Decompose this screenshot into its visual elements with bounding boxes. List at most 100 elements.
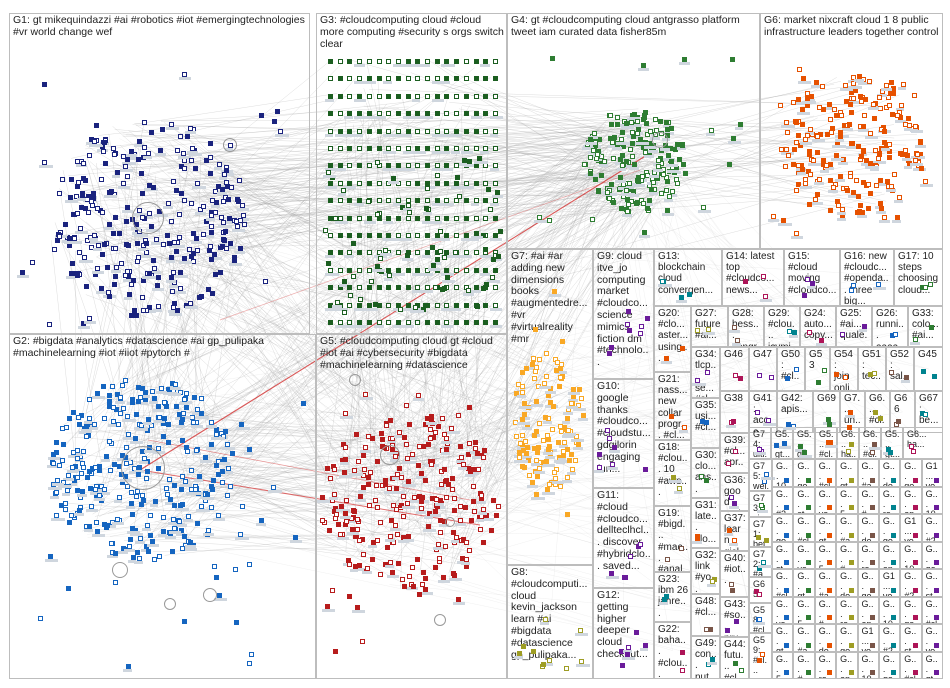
graph-node[interactable] <box>676 157 682 163</box>
graph-node[interactable] <box>51 461 57 467</box>
graph-node[interactable] <box>451 570 457 576</box>
graph-node[interactable] <box>162 400 168 406</box>
graph-node[interactable] <box>520 644 526 650</box>
graph-node[interactable] <box>876 94 882 100</box>
graph-node[interactable] <box>434 180 440 186</box>
graph-node[interactable] <box>380 436 386 442</box>
graph-node[interactable] <box>385 545 391 551</box>
graph-node[interactable] <box>805 505 811 510</box>
graph-node[interactable] <box>615 122 621 128</box>
graph-node[interactable] <box>473 128 479 134</box>
graph-node[interactable] <box>451 529 457 535</box>
graph-node[interactable] <box>366 163 372 169</box>
graph-node[interactable] <box>441 431 447 437</box>
graph-node[interactable] <box>69 176 75 182</box>
graph-node[interactable] <box>827 117 833 123</box>
graph-node[interactable] <box>519 383 525 389</box>
graph-node[interactable] <box>217 270 223 276</box>
graph-node[interactable] <box>422 575 428 581</box>
graph-node[interactable] <box>174 308 180 314</box>
graph-node[interactable] <box>173 248 179 254</box>
graph-node[interactable] <box>827 477 833 483</box>
graph-node[interactable] <box>846 424 852 430</box>
graph-node[interactable] <box>853 178 859 184</box>
graph-node[interactable] <box>559 338 565 344</box>
graph-node[interactable] <box>93 122 99 128</box>
graph-node[interactable] <box>64 425 70 431</box>
graph-node[interactable] <box>463 267 469 273</box>
graph-node[interactable] <box>415 128 421 134</box>
graph-node[interactable] <box>475 304 480 310</box>
graph-node[interactable] <box>874 182 880 188</box>
graph-node[interactable] <box>59 176 65 182</box>
graph-node[interactable] <box>537 357 543 363</box>
graph-node[interactable] <box>425 442 431 448</box>
graph-node[interactable] <box>95 205 101 211</box>
graph-node[interactable] <box>699 474 705 480</box>
graph-node[interactable] <box>626 327 632 333</box>
graph-node[interactable] <box>337 531 343 537</box>
graph-node[interactable] <box>420 443 426 449</box>
graph-node[interactable] <box>374 483 380 488</box>
graph-node[interactable] <box>833 113 839 119</box>
graph-node[interactable] <box>123 241 129 247</box>
graph-node[interactable] <box>386 285 392 291</box>
graph-node[interactable] <box>376 59 382 64</box>
graph-node[interactable] <box>579 395 585 401</box>
graph-node[interactable] <box>83 284 89 290</box>
graph-node[interactable] <box>668 414 674 420</box>
graph-node[interactable] <box>473 320 479 325</box>
graph-node[interactable] <box>411 584 417 590</box>
graph-node[interactable] <box>541 661 547 667</box>
graph-node[interactable] <box>178 487 184 493</box>
graph-node[interactable] <box>224 493 230 499</box>
graph-node[interactable] <box>886 141 892 147</box>
graph-node[interactable] <box>473 76 479 82</box>
graph-node[interactable] <box>527 472 533 478</box>
graph-node[interactable] <box>870 450 876 456</box>
graph-node[interactable] <box>869 587 875 593</box>
graph-node[interactable] <box>704 627 710 633</box>
graph-node[interactable] <box>182 619 188 625</box>
graph-node[interactable] <box>519 432 525 438</box>
graph-node[interactable] <box>164 492 170 498</box>
graph-node[interactable] <box>214 462 220 468</box>
graph-node[interactable] <box>934 505 939 510</box>
graph-node[interactable] <box>433 284 439 290</box>
graph-node[interactable] <box>805 532 811 538</box>
graph-node[interactable] <box>400 577 406 583</box>
graph-node[interactable] <box>934 560 939 565</box>
graph-node[interactable] <box>493 93 498 99</box>
graph-node[interactable] <box>386 302 392 308</box>
graph-node[interactable] <box>483 247 489 253</box>
graph-node[interactable] <box>376 146 382 151</box>
graph-node[interactable] <box>551 469 557 475</box>
graph-node[interactable] <box>434 302 440 308</box>
graph-node[interactable] <box>495 503 501 509</box>
graph-node[interactable] <box>208 504 214 510</box>
graph-node[interactable] <box>415 163 421 169</box>
graph-node[interactable] <box>478 493 484 499</box>
graph-node[interactable] <box>400 514 406 520</box>
graph-node[interactable] <box>496 254 502 260</box>
graph-node[interactable] <box>928 282 934 288</box>
graph-node[interactable] <box>66 415 72 421</box>
graph-node[interactable] <box>57 233 63 239</box>
graph-node[interactable] <box>226 197 232 203</box>
graph-node[interactable] <box>660 279 666 285</box>
graph-node[interactable] <box>860 148 866 154</box>
graph-node[interactable] <box>891 171 897 177</box>
graph-node[interactable] <box>368 279 374 285</box>
graph-node[interactable] <box>891 505 897 510</box>
graph-node[interactable] <box>211 478 217 484</box>
graph-node[interactable] <box>840 332 846 338</box>
graph-node[interactable] <box>357 233 363 238</box>
graph-node[interactable] <box>200 232 206 238</box>
graph-node[interactable] <box>189 157 195 163</box>
graph-node[interactable] <box>337 233 343 238</box>
graph-node[interactable] <box>590 217 596 223</box>
graph-node[interactable] <box>328 233 333 238</box>
graph-node[interactable] <box>743 279 749 285</box>
hub-node[interactable] <box>380 445 400 465</box>
graph-node[interactable] <box>182 533 188 539</box>
